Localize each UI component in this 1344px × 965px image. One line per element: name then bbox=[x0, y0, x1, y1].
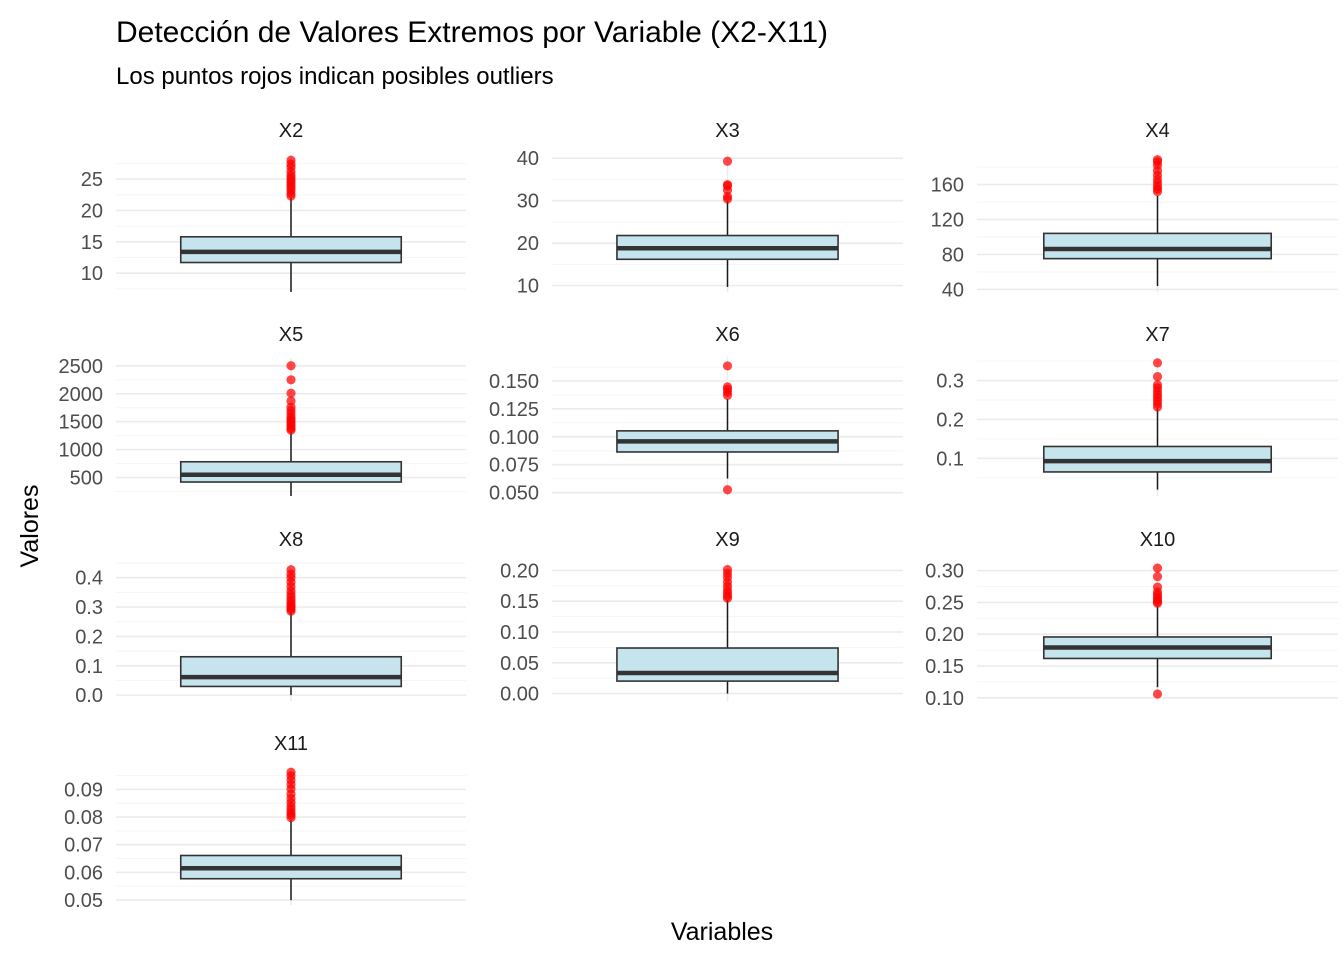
outlier-point bbox=[1152, 380, 1163, 390]
y-tick-label: 0.06 bbox=[64, 862, 103, 884]
y-tick-label: 0.1 bbox=[936, 448, 964, 470]
facet-strip-label: X7 bbox=[1145, 324, 1169, 346]
panel-x6: X6 0.050 0.075 0.100 0.125 0.150 bbox=[489, 324, 903, 505]
panel-x11: X11 0.05 0.06 0.07 0.08 0.09 bbox=[64, 733, 466, 912]
outlier-point bbox=[1152, 563, 1163, 573]
y-tick-label: 0.09 bbox=[64, 779, 103, 801]
y-tick-label: 0.10 bbox=[500, 622, 539, 644]
y-tick-label: 0.15 bbox=[925, 656, 964, 678]
panel-x9: X9 0.00 0.05 0.10 0.15 0.20 bbox=[500, 529, 903, 706]
y-tick-label: 0.00 bbox=[500, 684, 539, 706]
x-axis-title: Variables bbox=[671, 918, 773, 946]
box-iqr bbox=[1042, 232, 1273, 260]
y-tick-label: 0.05 bbox=[64, 890, 103, 912]
y-tick-label: 0.2 bbox=[936, 409, 964, 431]
panels-group: X2 10 15 20 25 X3 10 20 30 40 X4 40 80 120 160 X5 500 100… bbox=[59, 120, 1338, 912]
y-tick-label: 15 bbox=[81, 232, 103, 254]
y-tick-label: 500 bbox=[70, 468, 103, 490]
facet-strip-label: X11 bbox=[274, 733, 308, 755]
y-tick-label: 0.30 bbox=[925, 561, 964, 583]
facet-strip-label: X5 bbox=[279, 324, 303, 346]
y-tick-label: 40 bbox=[942, 279, 964, 301]
y-tick-label: 0.0 bbox=[75, 685, 103, 707]
facet-strip-label: X6 bbox=[715, 324, 739, 346]
outlier-point bbox=[722, 361, 733, 371]
box-iqr bbox=[179, 460, 403, 483]
outlier-point bbox=[286, 565, 296, 575]
y-tick-label: 0.125 bbox=[489, 399, 539, 421]
chart-subtitle: Los puntos rojos indican posibles outlie… bbox=[116, 63, 554, 90]
y-tick-label: 10 bbox=[517, 276, 539, 298]
y-tick-label: 0.150 bbox=[489, 371, 539, 393]
y-tick-label: 0.20 bbox=[500, 560, 539, 582]
outlier-point bbox=[722, 485, 733, 495]
outlier-point bbox=[1152, 358, 1163, 368]
facet-strip-label: X9 bbox=[715, 529, 739, 551]
outlier-point bbox=[286, 388, 296, 398]
y-tick-label: 0.3 bbox=[936, 371, 964, 393]
outlier-point bbox=[722, 565, 733, 575]
facet-strip-label: X8 bbox=[279, 529, 303, 551]
outlier-point bbox=[286, 396, 296, 406]
facet-strip-label: X4 bbox=[1145, 120, 1169, 142]
outlier-point bbox=[1152, 155, 1163, 165]
y-tick-label: 2000 bbox=[59, 384, 104, 406]
outlier-point bbox=[1152, 689, 1163, 699]
outlier-point bbox=[722, 156, 733, 166]
chart-title: Detección de Valores Extremos por Variab… bbox=[116, 16, 828, 49]
y-tick-label: 25 bbox=[81, 169, 103, 191]
y-tick-label: 1500 bbox=[59, 412, 104, 434]
outlier-point bbox=[722, 191, 733, 202]
y-tick-label: 20 bbox=[81, 200, 103, 222]
panel-x4: X4 40 80 120 160 bbox=[931, 120, 1338, 301]
y-tick-label: 0.15 bbox=[500, 591, 539, 613]
outlier-point bbox=[286, 361, 296, 371]
y-tick-label: 0.075 bbox=[489, 455, 539, 477]
y-tick-label: 0.1 bbox=[75, 656, 103, 678]
outlier-point bbox=[1152, 572, 1163, 582]
box-iqr bbox=[616, 647, 839, 682]
panel-x2: X2 10 15 20 25 bbox=[81, 120, 466, 292]
panel-x10: X10 0.10 0.15 0.20 0.25 0.30 bbox=[925, 529, 1338, 710]
y-tick-label: 0.07 bbox=[64, 835, 103, 857]
y-tick-label: 160 bbox=[931, 175, 964, 197]
y-tick-label: 0.20 bbox=[925, 624, 964, 646]
y-tick-label: 0.05 bbox=[500, 653, 539, 675]
y-tick-label: 20 bbox=[517, 233, 539, 255]
outlier-point bbox=[722, 179, 733, 190]
y-tick-label: 10 bbox=[81, 263, 103, 285]
panel-x7: X7 0.1 0.2 0.3 bbox=[936, 324, 1338, 496]
outlier-point bbox=[286, 375, 296, 385]
y-tick-label: 0.2 bbox=[75, 626, 103, 648]
y-tick-label: 0.050 bbox=[489, 483, 539, 505]
facet-strip-label: X3 bbox=[715, 120, 739, 142]
y-tick-label: 0.4 bbox=[75, 568, 103, 590]
outlier-point bbox=[286, 767, 296, 777]
facet-strip-label: X2 bbox=[279, 120, 303, 142]
y-tick-label: 0.10 bbox=[925, 688, 964, 710]
outlier-point bbox=[1152, 582, 1163, 592]
y-tick-label: 80 bbox=[942, 244, 964, 266]
outlier-point bbox=[1152, 372, 1163, 382]
y-tick-label: 30 bbox=[517, 191, 539, 213]
panel-x3: X3 10 20 30 40 bbox=[517, 120, 903, 298]
y-tick-label: 0.3 bbox=[75, 597, 103, 619]
y-axis-title: Valores bbox=[16, 485, 44, 568]
y-tick-label: 120 bbox=[931, 210, 964, 232]
y-tick-label: 1000 bbox=[59, 440, 104, 462]
y-tick-label: 0.25 bbox=[925, 592, 964, 614]
y-tick-label: 0.100 bbox=[489, 427, 539, 449]
panel-x5: X5 500 1000 1500 2000 2500 bbox=[59, 324, 466, 496]
facet-strip-label: X10 bbox=[1140, 529, 1176, 551]
y-tick-label: 0.08 bbox=[64, 807, 103, 829]
box-iqr bbox=[179, 655, 403, 688]
panel-x8: X8 0.0 0.1 0.2 0.3 0.4 bbox=[75, 529, 466, 707]
outlier-point bbox=[286, 155, 296, 165]
y-tick-label: 2500 bbox=[59, 356, 104, 378]
y-tick-label: 40 bbox=[517, 148, 539, 170]
outlier-point bbox=[722, 382, 733, 392]
